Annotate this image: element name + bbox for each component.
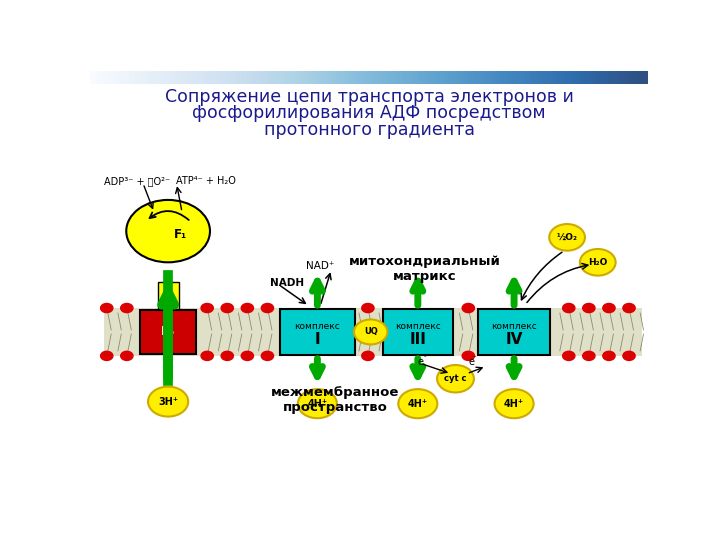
Circle shape <box>462 303 474 313</box>
Circle shape <box>549 224 585 251</box>
Circle shape <box>603 303 615 313</box>
Circle shape <box>101 303 113 313</box>
Text: NAD⁺: NAD⁺ <box>306 261 335 272</box>
Text: 4H⁺: 4H⁺ <box>408 399 428 409</box>
Text: H₂O: H₂O <box>588 258 608 267</box>
Circle shape <box>361 352 374 360</box>
Circle shape <box>562 303 575 313</box>
Circle shape <box>580 249 616 275</box>
Text: IV: IV <box>505 332 523 347</box>
Circle shape <box>623 303 635 313</box>
FancyBboxPatch shape <box>140 310 196 354</box>
Text: Сопряжение цепи транспорта электронов и: Сопряжение цепи транспорта электронов и <box>165 87 573 106</box>
Circle shape <box>298 389 337 418</box>
Circle shape <box>121 303 133 313</box>
Text: межмембранное
пространство: межмембранное пространство <box>271 386 400 414</box>
Text: -: - <box>474 354 477 360</box>
Circle shape <box>398 389 437 418</box>
Text: -: - <box>423 354 426 360</box>
Circle shape <box>582 303 595 313</box>
Text: комплекс: комплекс <box>395 322 441 332</box>
Text: комплекс: комплекс <box>491 322 537 332</box>
Text: протонного градиента: протонного градиента <box>264 121 474 139</box>
FancyBboxPatch shape <box>280 309 355 355</box>
Circle shape <box>101 352 113 360</box>
Text: фосфорилирования АДФ посредством: фосфорилирования АДФ посредством <box>192 104 546 122</box>
Circle shape <box>261 303 274 313</box>
Circle shape <box>437 365 474 393</box>
Text: e: e <box>418 357 424 367</box>
Text: F₀: F₀ <box>161 326 175 339</box>
Text: NADH: NADH <box>270 278 304 288</box>
Circle shape <box>126 200 210 262</box>
Circle shape <box>462 352 474 360</box>
Circle shape <box>221 303 233 313</box>
FancyBboxPatch shape <box>383 309 453 355</box>
Text: ½O₂: ½O₂ <box>557 233 577 242</box>
Circle shape <box>148 387 188 416</box>
Text: 4H⁺: 4H⁺ <box>504 399 524 409</box>
Circle shape <box>361 303 374 313</box>
Text: ATP⁴⁻ + H₂O: ATP⁴⁻ + H₂O <box>176 176 236 186</box>
Text: митохондриальный
матрикс: митохондриальный матрикс <box>349 254 500 282</box>
Text: F₁: F₁ <box>174 228 187 241</box>
Text: I: I <box>315 332 320 347</box>
Circle shape <box>221 352 233 360</box>
Text: III: III <box>410 332 426 347</box>
Circle shape <box>562 352 575 360</box>
Text: UQ: UQ <box>364 327 377 336</box>
Circle shape <box>495 389 534 418</box>
FancyBboxPatch shape <box>478 309 550 355</box>
Text: ADP³⁻ + ⓅO²⁻: ADP³⁻ + ⓅO²⁻ <box>104 176 170 186</box>
Text: 3H⁺: 3H⁺ <box>158 396 178 407</box>
Circle shape <box>582 352 595 360</box>
Circle shape <box>241 352 253 360</box>
Circle shape <box>603 352 615 360</box>
Bar <box>104 308 642 356</box>
Circle shape <box>201 352 213 360</box>
Circle shape <box>241 303 253 313</box>
Text: cyt c: cyt c <box>444 374 467 383</box>
Circle shape <box>201 303 213 313</box>
FancyBboxPatch shape <box>158 282 179 309</box>
Text: 4H⁺: 4H⁺ <box>307 399 328 409</box>
Circle shape <box>623 352 635 360</box>
Text: комплекс: комплекс <box>294 322 341 332</box>
Text: e: e <box>468 357 474 367</box>
Circle shape <box>121 352 133 360</box>
Circle shape <box>261 352 274 360</box>
Circle shape <box>354 320 387 345</box>
